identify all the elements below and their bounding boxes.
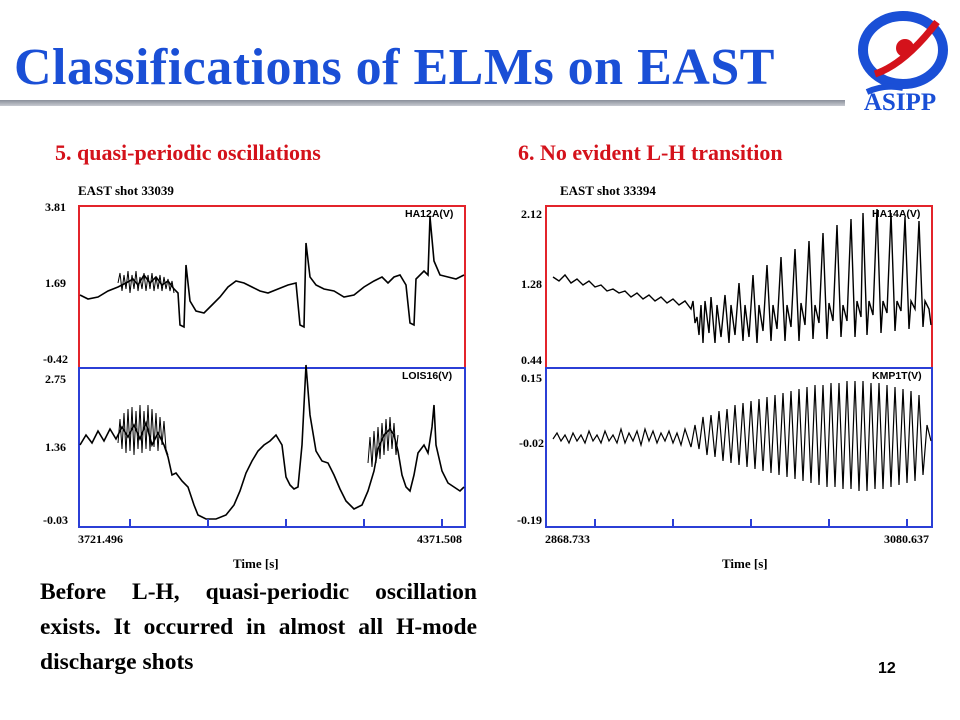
right-x-start: 2868.733: [545, 532, 590, 546]
left-top-trace-osc: [117, 270, 175, 294]
left-waveform-plot: [78, 205, 466, 528]
right-top-trace: [552, 208, 932, 344]
left-bottom-trace-osc: [117, 404, 399, 468]
right-top-signal-label: HA14A(V): [872, 208, 921, 220]
left-top-ytick-max: 3.81: [45, 200, 66, 214]
left-shot-label: EAST shot 33039: [78, 183, 174, 198]
right-x-end: 3080.637: [884, 532, 929, 546]
right-top-ytick-mid: 1.28: [521, 277, 542, 291]
slide-title: Classifications of ELMs on EAST: [14, 39, 775, 96]
left-top-trace: [79, 216, 465, 329]
left-top-signal-label: HA12A(V): [405, 208, 454, 220]
left-bottom-trace: [79, 364, 465, 520]
right-waveform-plot: [545, 205, 933, 528]
left-top-ytick-mid: 1.69: [45, 276, 66, 290]
left-section-title: 5. quasi-periodic oscillations: [55, 140, 321, 165]
left-x-start: 3721.496: [78, 532, 123, 546]
right-bottom-ytick-mid: -0.02: [519, 436, 544, 450]
right-bottom-trace: [552, 380, 932, 492]
title-underline: [0, 100, 845, 106]
logo-text: ASIPP: [863, 89, 937, 116]
right-bottom-signal-label: KMP1T(V): [872, 370, 922, 382]
left-bottom-ytick-max: 2.75: [45, 372, 66, 386]
description-paragraph: Before L-H, quasi-periodic oscillation e…: [40, 579, 477, 675]
right-xlabel: Time [s]: [722, 556, 768, 571]
left-xlabel: Time [s]: [233, 556, 279, 571]
left-bottom-frame: [78, 367, 466, 528]
right-bottom-ytick-max: 0.15: [521, 371, 542, 385]
left-bottom-ytick-min: -0.03: [43, 513, 68, 527]
right-x-ticks: [594, 519, 908, 527]
page-number: 12: [878, 660, 896, 677]
left-bottom-ytick-mid: 1.36: [45, 440, 66, 454]
left-x-end: 4371.508: [417, 532, 462, 546]
right-top-ytick-max: 2.12: [521, 207, 542, 221]
left-top-frame: [78, 205, 466, 369]
left-x-ticks: [129, 519, 443, 527]
left-bottom-signal-label: LOIS16(V): [402, 370, 453, 382]
right-bottom-ytick-min: -0.19: [517, 513, 542, 527]
asipp-logo-icon: [858, 11, 948, 95]
left-top-ytick-min: -0.42: [43, 352, 68, 366]
right-section-title: 6. No evident L-H transition: [518, 140, 783, 165]
right-top-ytick-min: 0.44: [521, 353, 542, 367]
right-shot-label: EAST shot 33394: [560, 183, 656, 198]
right-bottom-frame: [545, 367, 933, 528]
